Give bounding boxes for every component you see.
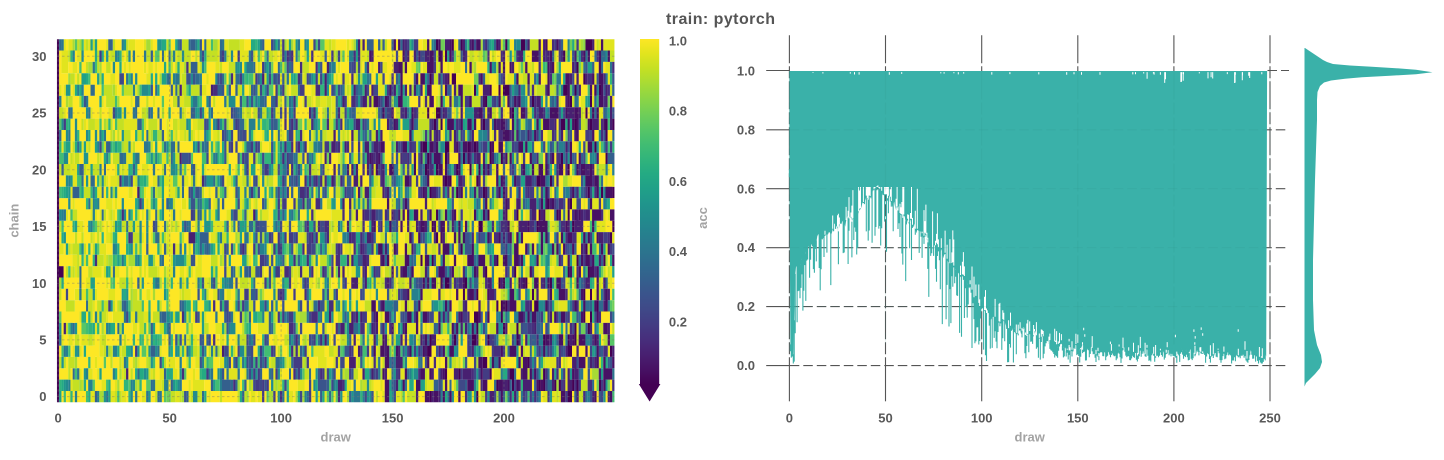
svg-text:0.8: 0.8	[669, 104, 687, 119]
svg-text:1.0: 1.0	[669, 34, 687, 49]
svg-text:200: 200	[1163, 410, 1185, 425]
svg-text:acc: acc	[695, 207, 710, 229]
svg-text:0.0: 0.0	[737, 358, 755, 373]
svg-text:0.6: 0.6	[737, 181, 755, 196]
svg-text:0: 0	[39, 389, 46, 404]
svg-text:30: 30	[32, 49, 46, 64]
svg-text:100: 100	[971, 410, 993, 425]
svg-text:0.6: 0.6	[669, 174, 687, 189]
svg-text:150: 150	[1067, 410, 1089, 425]
svg-text:150: 150	[382, 410, 404, 425]
svg-text:draw: draw	[321, 430, 352, 445]
svg-text:50: 50	[878, 410, 892, 425]
svg-text:0: 0	[54, 410, 61, 425]
svg-text:0.4: 0.4	[669, 244, 688, 259]
svg-text:20: 20	[32, 162, 46, 177]
svg-text:draw: draw	[1015, 430, 1046, 445]
svg-text:50: 50	[162, 410, 176, 425]
svg-text:15: 15	[32, 219, 46, 234]
svg-text:0.2: 0.2	[669, 315, 687, 330]
svg-text:250: 250	[1259, 410, 1281, 425]
svg-text:200: 200	[493, 410, 515, 425]
svg-text:0.8: 0.8	[737, 122, 755, 137]
svg-text:0.2: 0.2	[737, 299, 755, 314]
svg-text:1.0: 1.0	[737, 63, 755, 78]
svg-text:10: 10	[32, 276, 46, 291]
svg-text:chain: chain	[7, 204, 22, 238]
svg-text:5: 5	[39, 333, 46, 348]
svg-text:100: 100	[270, 410, 292, 425]
svg-text:train: pytorch: train: pytorch	[666, 11, 775, 28]
svg-text:25: 25	[32, 106, 46, 121]
svg-text:0.4: 0.4	[737, 240, 756, 255]
svg-text:0: 0	[786, 410, 793, 425]
